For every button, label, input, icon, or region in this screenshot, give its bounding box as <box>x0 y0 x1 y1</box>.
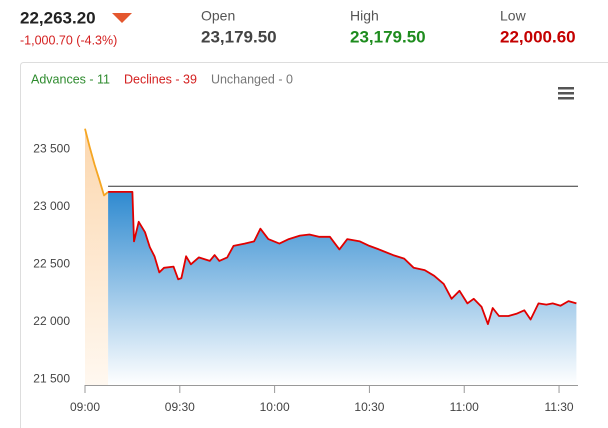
x-tick-label: 10:00 <box>260 400 290 414</box>
stat-value: 23,179.50 <box>201 27 277 46</box>
x-tick-label: 10:30 <box>354 400 384 414</box>
menu-bar[interactable] <box>558 87 574 90</box>
x-tick-label: 09:30 <box>165 400 195 414</box>
y-tick-label: 22 500 <box>33 257 70 271</box>
menu-bar[interactable] <box>558 97 574 100</box>
x-tick-label: 11:30 <box>544 400 573 414</box>
stat-label: High <box>350 8 379 24</box>
y-tick-label: 22 000 <box>33 314 70 328</box>
price-line <box>108 191 577 325</box>
legend-item: Unchanged - 0 <box>211 72 293 86</box>
legend-item: Declines - 39 <box>124 72 197 86</box>
change: -1,000.70 (-4.3%) <box>20 33 117 47</box>
stat-value: 22,000.60 <box>500 27 576 46</box>
y-tick-label: 21 500 <box>33 371 70 385</box>
menu-icon[interactable] <box>558 87 574 100</box>
down-arrow <box>112 13 132 23</box>
x-tick-label: 09:00 <box>70 400 100 414</box>
y-tick-label: 23 000 <box>33 199 70 213</box>
stat-label: Low <box>500 8 527 24</box>
legend-item: Advances - 11 <box>31 72 110 86</box>
stat-value: 23,179.50 <box>350 27 426 46</box>
area <box>85 128 109 385</box>
y-tick-label: 23 500 <box>33 142 70 156</box>
chart-frame <box>20 62 608 428</box>
x-tick-label: 11:00 <box>450 400 479 414</box>
price: 22,263.20 <box>20 8 96 27</box>
price-line <box>84 128 109 197</box>
menu-bar[interactable] <box>558 92 574 95</box>
stat-label: Open <box>201 8 235 24</box>
area <box>108 191 577 385</box>
